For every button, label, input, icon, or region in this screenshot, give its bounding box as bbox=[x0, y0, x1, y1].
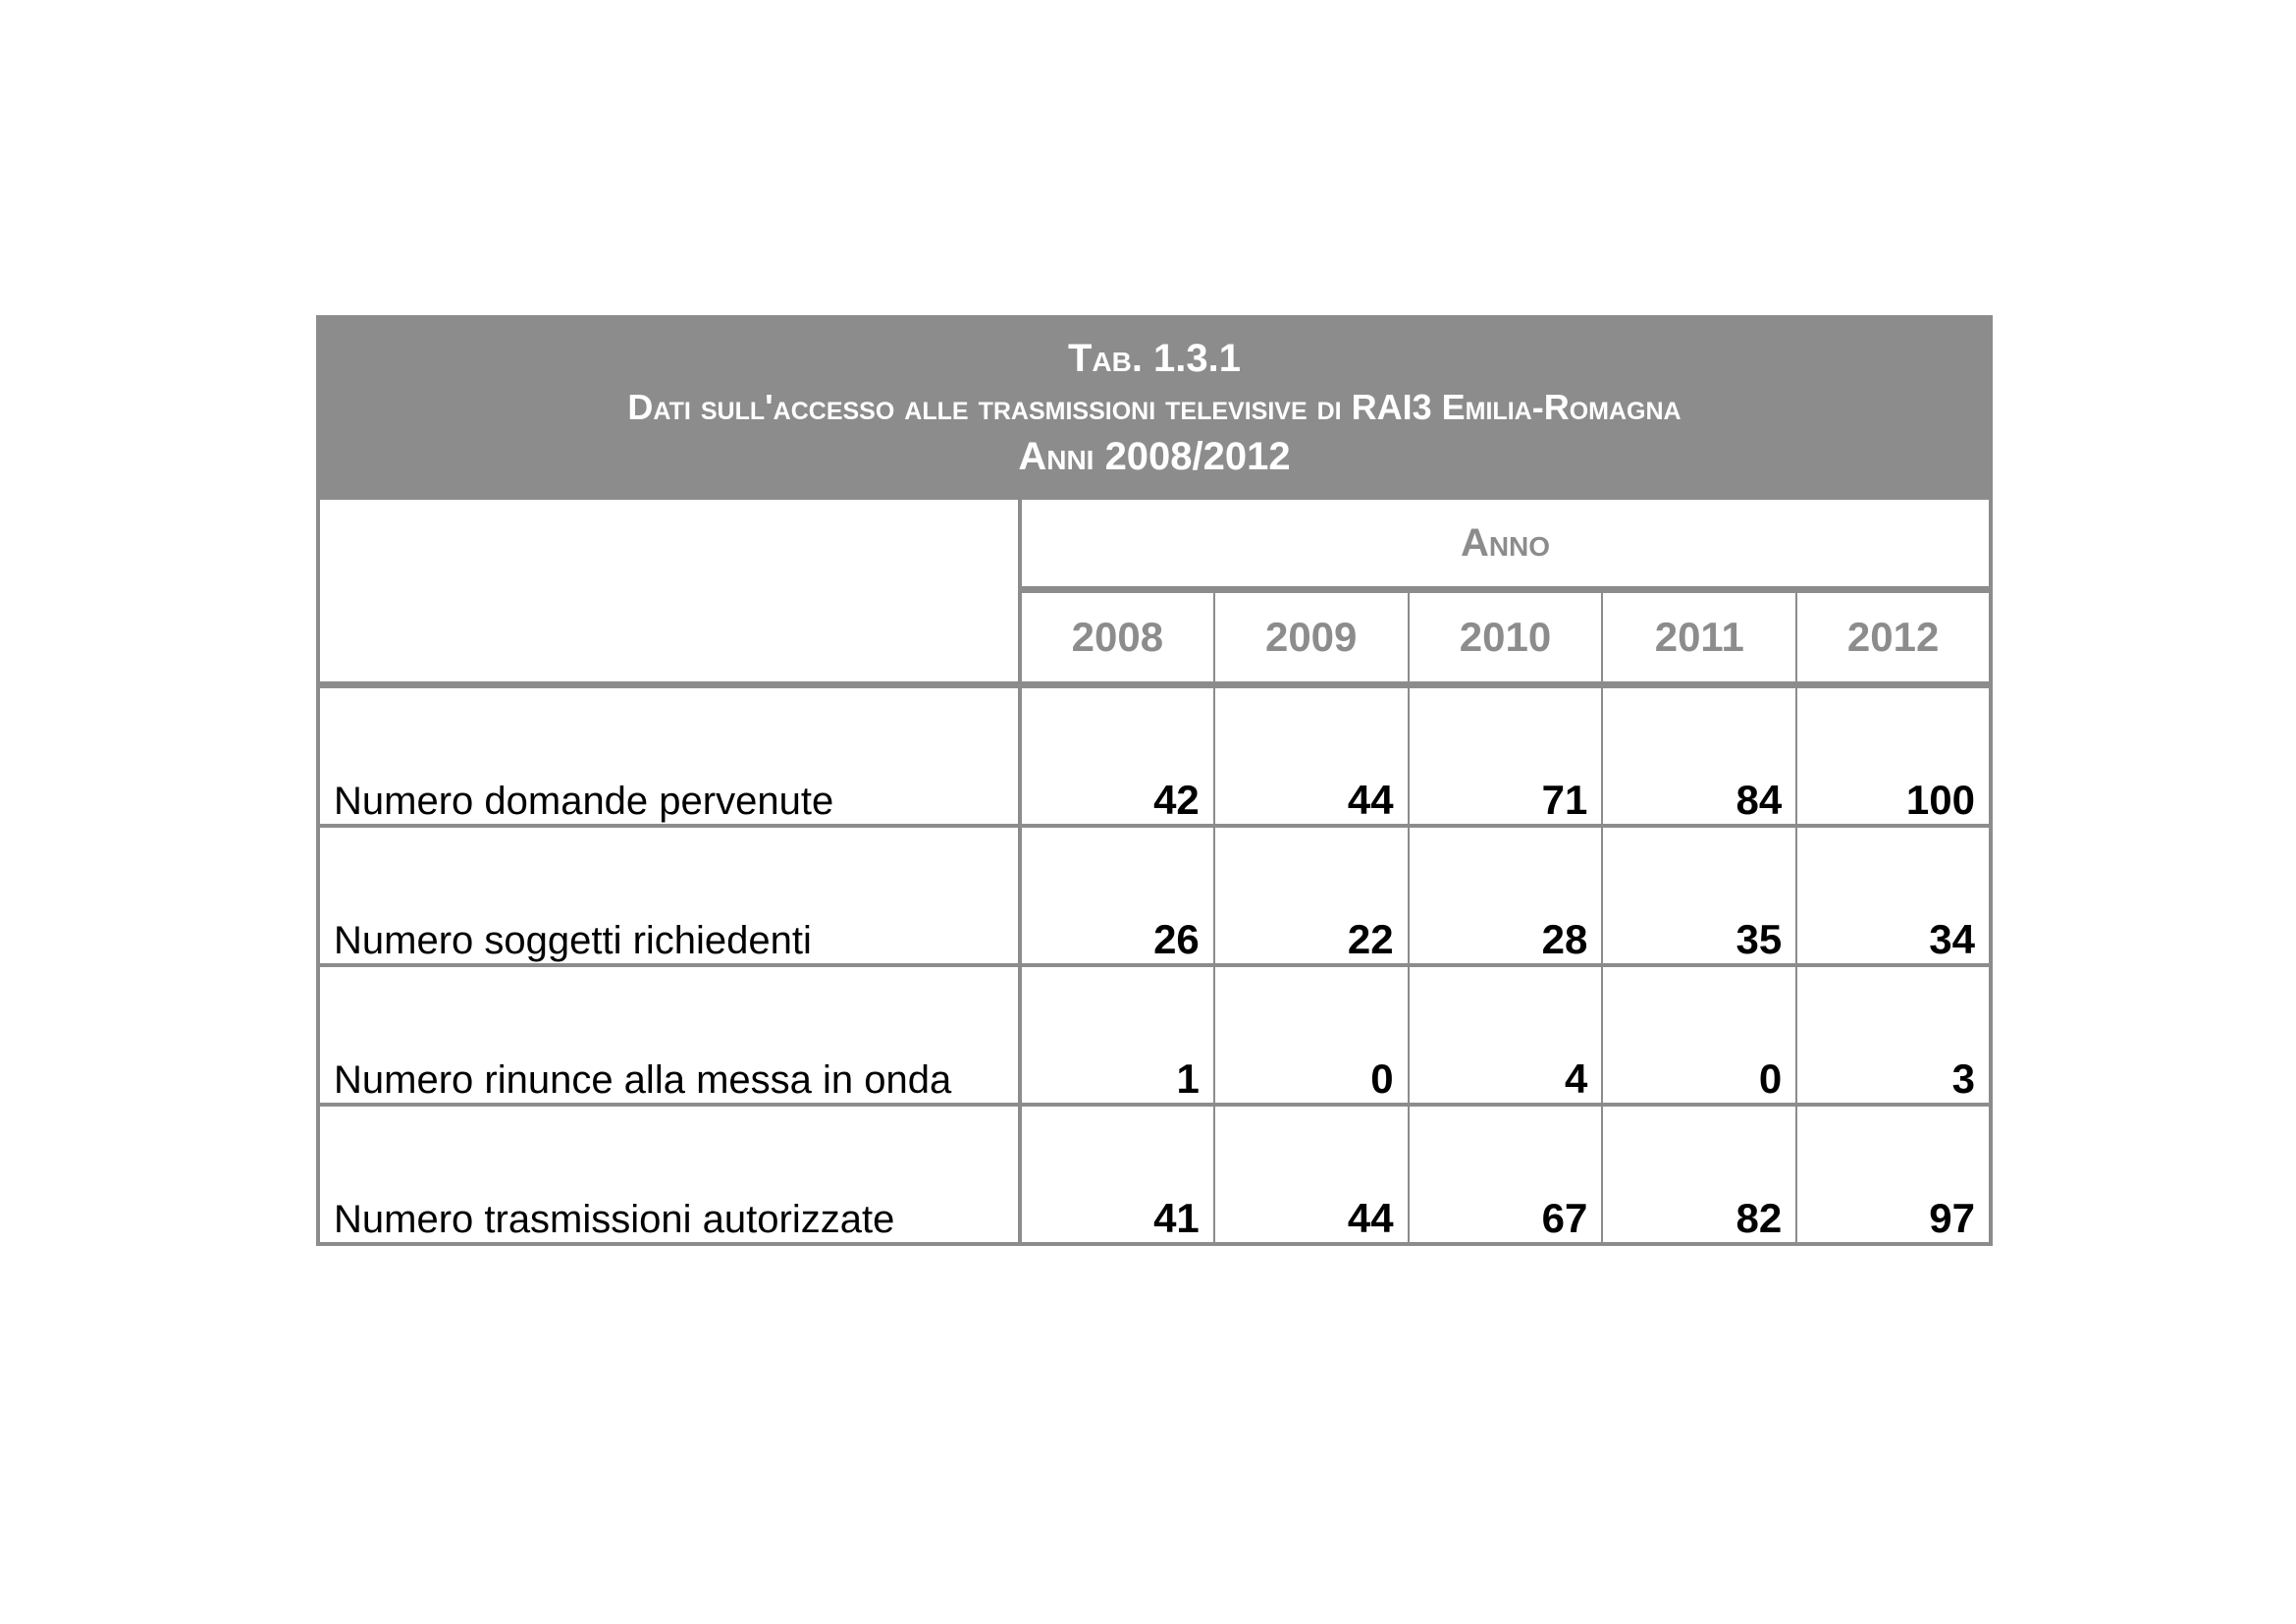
table-caption: Dati sull'accesso alle trasmissioni tele… bbox=[627, 387, 1682, 427]
column-header-year: 2009 bbox=[1212, 587, 1410, 688]
empty-corner-cell bbox=[316, 496, 1022, 688]
cell-value: 0 bbox=[1601, 963, 1798, 1107]
table-row: Numero trasmissioni autorizzate 41 44 67… bbox=[316, 1103, 1993, 1246]
table-row: Numero rinunce alla messa in onda 1 0 4 … bbox=[316, 963, 1993, 1107]
row-label: Numero rinunce alla messa in onda bbox=[316, 963, 1022, 1107]
cell-value: 97 bbox=[1795, 1103, 1993, 1246]
cell-value: 3 bbox=[1795, 963, 1993, 1107]
cell-value: 28 bbox=[1407, 824, 1604, 967]
row-label: Numero domande pervenute bbox=[316, 682, 1022, 828]
column-header-year: 2008 bbox=[1019, 587, 1215, 688]
column-header-year: 2010 bbox=[1407, 587, 1604, 688]
cell-value: 34 bbox=[1795, 824, 1993, 967]
table-title: Tab. 1.3.1 Dati sull'accesso alle trasmi… bbox=[316, 315, 1993, 500]
cell-value: 71 bbox=[1407, 682, 1604, 828]
data-table: Tab. 1.3.1 Dati sull'accesso alle trasmi… bbox=[316, 315, 1993, 1246]
cell-value: 82 bbox=[1601, 1103, 1798, 1246]
cell-value: 84 bbox=[1601, 682, 1798, 828]
cell-value: 1 bbox=[1019, 963, 1215, 1107]
row-label: Numero trasmissioni autorizzate bbox=[316, 1103, 1022, 1246]
table-row: Numero domande pervenute 42 44 71 84 100 bbox=[316, 682, 1993, 828]
table-row: Numero soggetti richiedenti 26 22 28 35 … bbox=[316, 824, 1993, 967]
column-header-year: 2011 bbox=[1601, 587, 1798, 688]
cell-value: 0 bbox=[1212, 963, 1410, 1107]
cell-value: 67 bbox=[1407, 1103, 1604, 1246]
table-period: Anni 2008/2012 bbox=[1018, 435, 1291, 478]
cell-value: 35 bbox=[1601, 824, 1798, 967]
cell-value: 44 bbox=[1212, 682, 1410, 828]
table-number: Tab. 1.3.1 bbox=[1067, 337, 1242, 380]
row-label: Numero soggetti richiedenti bbox=[316, 824, 1022, 967]
cell-value: 41 bbox=[1019, 1103, 1215, 1246]
cell-value: 100 bbox=[1795, 682, 1993, 828]
cell-value: 4 bbox=[1407, 963, 1604, 1107]
cell-value: 42 bbox=[1019, 682, 1215, 828]
group-header-anno: Anno bbox=[1018, 496, 1993, 593]
cell-value: 22 bbox=[1212, 824, 1410, 967]
cell-value: 26 bbox=[1019, 824, 1215, 967]
cell-value: 44 bbox=[1212, 1103, 1410, 1246]
column-header-year: 2012 bbox=[1795, 587, 1993, 688]
